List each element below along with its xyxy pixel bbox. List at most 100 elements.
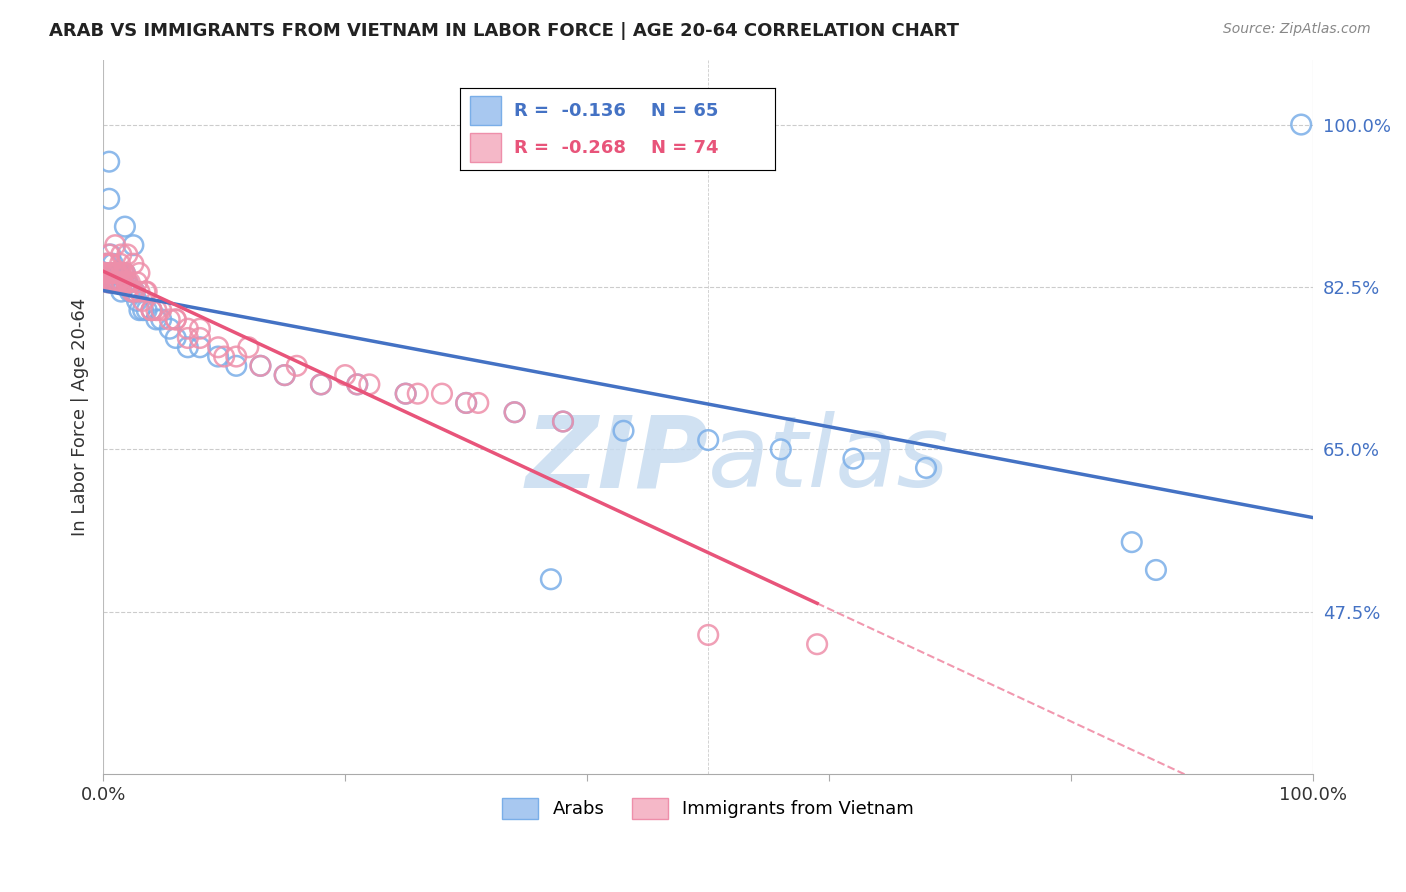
Point — [115, 275, 138, 289]
Point — [115, 275, 138, 289]
Point — [249, 359, 271, 373]
Point — [118, 285, 141, 299]
Point — [98, 192, 121, 206]
Point — [112, 266, 135, 280]
Point — [103, 275, 125, 289]
Point — [103, 266, 125, 280]
Point — [456, 396, 478, 410]
Text: ARAB VS IMMIGRANTS FROM VIETNAM IN LABOR FORCE | AGE 20-64 CORRELATION CHART: ARAB VS IMMIGRANTS FROM VIETNAM IN LABOR… — [49, 22, 959, 40]
Point — [98, 257, 121, 271]
Point — [117, 247, 139, 261]
Point — [94, 266, 117, 280]
Point — [346, 377, 368, 392]
Point — [100, 266, 122, 280]
Text: ZIP: ZIP — [526, 411, 709, 508]
Point — [132, 303, 155, 318]
Point — [273, 368, 295, 383]
Point — [915, 461, 938, 475]
Point — [551, 415, 574, 429]
Point — [117, 275, 139, 289]
Point — [159, 312, 181, 326]
Point — [1289, 118, 1312, 132]
Point — [100, 247, 122, 261]
Point — [207, 350, 229, 364]
Point — [110, 285, 132, 299]
Point — [114, 266, 136, 280]
Text: atlas: atlas — [709, 411, 950, 508]
Point — [551, 415, 574, 429]
Point — [225, 359, 247, 373]
Point — [108, 266, 131, 280]
Point — [121, 285, 143, 299]
Point — [104, 238, 127, 252]
Point — [540, 572, 562, 586]
Point — [406, 386, 429, 401]
Point — [110, 247, 132, 261]
Point — [467, 396, 489, 410]
Point — [117, 275, 139, 289]
Legend: Arabs, Immigrants from Vietnam: Arabs, Immigrants from Vietnam — [495, 790, 921, 826]
Point — [124, 285, 146, 299]
Point — [188, 322, 211, 336]
Point — [165, 331, 187, 345]
Point — [273, 368, 295, 383]
Point — [430, 386, 453, 401]
Point — [100, 266, 122, 280]
Point — [101, 275, 124, 289]
Point — [103, 275, 125, 289]
Point — [150, 303, 173, 318]
Point — [212, 350, 235, 364]
Point — [125, 293, 148, 308]
Point — [107, 266, 129, 280]
Point — [105, 266, 128, 280]
Point — [456, 396, 478, 410]
Point — [697, 433, 720, 447]
Point — [359, 377, 381, 392]
Point — [128, 285, 150, 299]
Point — [110, 266, 132, 280]
Point — [114, 219, 136, 234]
Y-axis label: In Labor Force | Age 20-64: In Labor Force | Age 20-64 — [72, 298, 89, 536]
Point — [124, 285, 146, 299]
Point — [309, 377, 332, 392]
Point — [98, 266, 121, 280]
Point — [104, 266, 127, 280]
Point — [100, 257, 122, 271]
Point — [150, 312, 173, 326]
Point — [98, 247, 121, 261]
Point — [101, 275, 124, 289]
Point — [97, 275, 120, 289]
Point — [105, 275, 128, 289]
Point — [96, 257, 118, 271]
Point — [309, 377, 332, 392]
Point — [141, 303, 163, 318]
Point — [121, 285, 143, 299]
Point — [806, 637, 828, 651]
Point — [141, 303, 163, 318]
Point — [249, 359, 271, 373]
Point — [108, 275, 131, 289]
Point — [395, 386, 418, 401]
Text: Source: ZipAtlas.com: Source: ZipAtlas.com — [1223, 22, 1371, 37]
Point — [107, 266, 129, 280]
Point — [110, 275, 132, 289]
Point — [128, 266, 150, 280]
Point — [112, 266, 135, 280]
Point — [94, 257, 117, 271]
Point — [110, 275, 132, 289]
Point — [114, 266, 136, 280]
Point — [612, 424, 634, 438]
Point — [98, 154, 121, 169]
Point — [395, 386, 418, 401]
Point — [108, 266, 131, 280]
Point — [238, 340, 260, 354]
Point — [125, 275, 148, 289]
Point — [122, 257, 145, 271]
Point — [134, 285, 156, 299]
Point — [101, 266, 124, 280]
Point — [128, 303, 150, 318]
Point — [165, 312, 187, 326]
Point — [96, 266, 118, 280]
Point — [165, 312, 187, 326]
Point — [207, 340, 229, 354]
